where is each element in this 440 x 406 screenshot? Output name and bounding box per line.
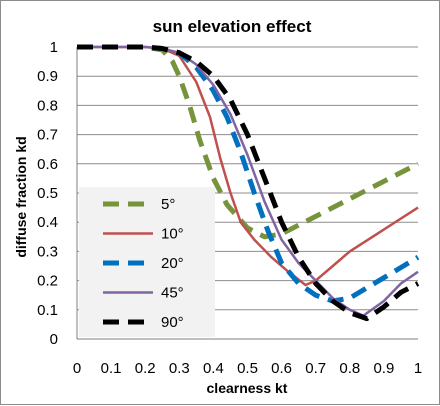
x-tick-label: 0.7 [305, 360, 326, 377]
x-tick-label: 0.3 [169, 360, 190, 377]
y-tick-label: 0.3 [37, 243, 58, 260]
legend-label-3: 20° [161, 255, 184, 272]
series-line-5 [77, 44, 420, 322]
x-tick-label: 0.4 [203, 360, 224, 377]
x-tick-label: 0.1 [101, 360, 122, 377]
y-tick-label: 0.8 [37, 97, 58, 114]
axes [76, 47, 418, 340]
y-axis-label: diffuse fraction kd [13, 136, 29, 257]
x-tick-label: 0.2 [135, 360, 156, 377]
y-tick-label: 0.7 [37, 127, 58, 144]
legend-box [79, 187, 215, 337]
legend-label-2: 10° [161, 226, 184, 243]
legend-label-4: 45° [161, 285, 184, 302]
y-tick-label: 0.4 [37, 214, 58, 231]
legend-label-5: 90° [161, 314, 184, 331]
x-tick-label: 1 [414, 360, 422, 377]
x-tick-label: 0.5 [237, 360, 258, 377]
chart-title: sun elevation effect [153, 17, 312, 36]
x-tick-label: 0 [73, 360, 81, 377]
x-axis-label: clearness kt [207, 380, 288, 396]
y-tick-label: 0.6 [37, 156, 58, 173]
y-tick-label: 0.9 [37, 68, 58, 85]
legend: 5° 10° 20° 45° 90° [103, 196, 184, 331]
series-layer [77, 44, 420, 322]
y-tick-label: 0 [50, 331, 58, 348]
x-tick-label: 0.6 [271, 360, 292, 377]
y-tick-label: 0.2 [37, 273, 58, 290]
tick-labels: 0 0.1 0.2 0.3 0.4 0.5 0.6 0.7 0.8 0.9 1 0 0.1 0.2 0.3 0… [37, 39, 422, 377]
x-tick-label: 0.9 [373, 360, 394, 377]
y-tick-label: 1 [50, 39, 58, 56]
y-tick-label: 0.5 [37, 185, 58, 202]
y-tick-label: 0.1 [37, 302, 58, 319]
x-tick-label: 0.8 [339, 360, 360, 377]
legend-label-1: 5° [161, 196, 175, 213]
